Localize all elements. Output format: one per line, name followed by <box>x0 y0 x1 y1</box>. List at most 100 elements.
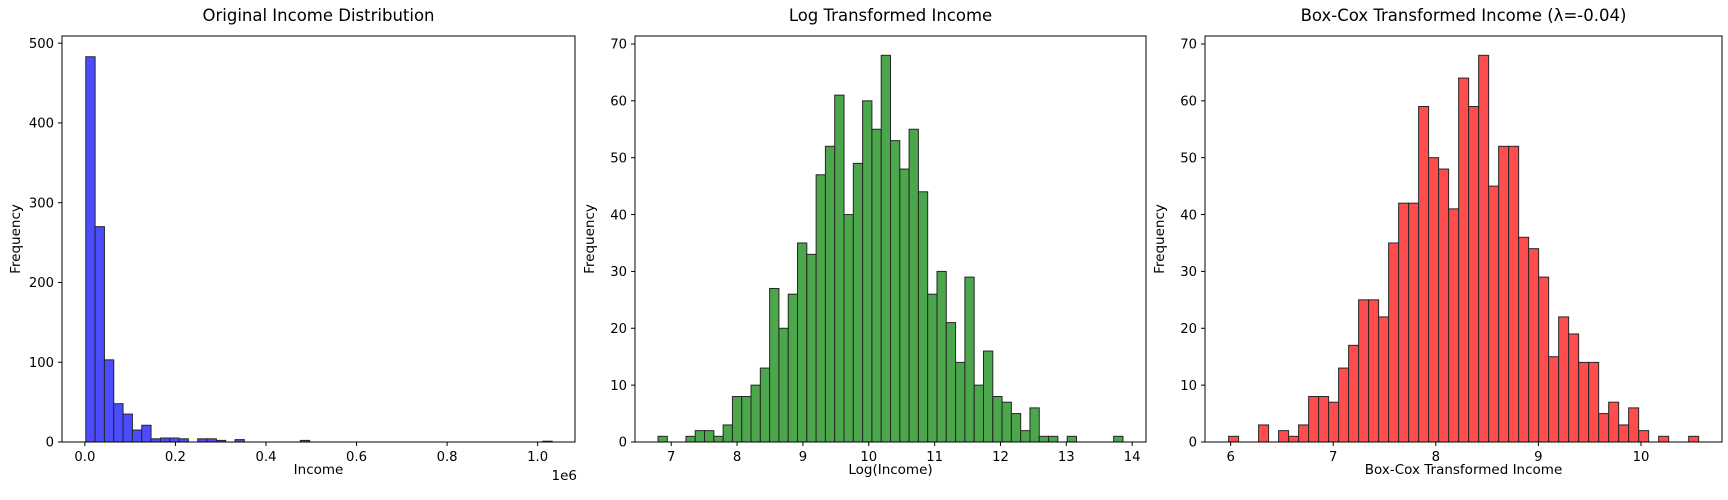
histogram-bar <box>1288 435 1300 443</box>
histogram-bar <box>103 359 115 443</box>
histogram-bar <box>685 435 696 443</box>
histogram-bar <box>722 424 733 443</box>
x-axis-offset-original: 1e6 <box>551 468 577 484</box>
histogram-bar <box>917 191 929 443</box>
y-tick-label: 10 <box>1180 379 1197 394</box>
histogram-bar <box>1308 396 1320 443</box>
histogram-bar <box>945 322 957 443</box>
y-tick-label: 70 <box>610 38 627 53</box>
axes-frame <box>634 35 1147 443</box>
axes-original: 0.0 0.2 0.4 0.6 0.8 1.0 0 100 200 300 400 500 <box>29 35 576 465</box>
histogram-bar <box>1438 168 1450 443</box>
x-tick-label: 7 <box>667 450 675 465</box>
histogram-bar <box>1298 424 1310 443</box>
histogram-bar <box>750 384 761 443</box>
y-tick-label: 70 <box>1180 38 1197 53</box>
x-tick-label: 11 <box>926 450 943 465</box>
histogram-bar <box>741 396 752 443</box>
histogram-bar <box>1478 54 1490 443</box>
histogram-bar <box>1578 361 1590 443</box>
y-tick-label: 30 <box>1180 265 1197 280</box>
histogram-bar <box>824 145 836 443</box>
histogram-bar <box>1688 435 1700 443</box>
histogram-bar <box>1358 299 1370 443</box>
x-tick-label: 10 <box>860 450 877 465</box>
histogram-bar <box>1548 356 1560 443</box>
y-tick-label: 20 <box>610 322 627 337</box>
histogram-bar <box>871 128 882 443</box>
x-tick-label: 0.4 <box>255 450 276 465</box>
y-tick-label: 20 <box>1180 322 1197 337</box>
histogram-bar <box>1020 430 1031 443</box>
histogram-bar <box>806 253 817 443</box>
histogram-bar <box>1608 401 1620 443</box>
y-tick-label: 40 <box>610 208 627 223</box>
y-tick-label: 0 <box>46 436 54 451</box>
y-tick-label: 100 <box>29 356 54 371</box>
x-tick-label: 0.2 <box>165 450 186 465</box>
histogram-bar <box>778 327 789 443</box>
histogram-bar <box>1348 344 1360 443</box>
histogram-bar <box>1528 248 1540 443</box>
histogram-bar <box>908 128 919 443</box>
chart-title-log: Log Transformed Income <box>788 6 993 25</box>
axes-boxcox: 6 7 8 9 10 0 10 20 30 40 50 60 70 <box>1180 35 1723 465</box>
y-tick-label: 10 <box>610 379 627 394</box>
histogram-bar <box>1258 424 1270 443</box>
y-axis-label-log: Frequency <box>582 204 598 274</box>
histogram-bar <box>1658 435 1670 443</box>
histogram-bar <box>1498 145 1510 443</box>
bars-boxcox <box>1228 54 1700 443</box>
histogram-bar <box>843 214 854 443</box>
x-tick-label: 7 <box>1329 450 1337 465</box>
histogram-bar <box>1628 407 1640 443</box>
histogram-bar <box>1428 157 1440 443</box>
y-tick-label: 60 <box>610 95 627 110</box>
x-tick-label: 8 <box>733 450 741 465</box>
histogram-bar <box>973 384 984 443</box>
histogram-bar <box>1318 396 1330 443</box>
y-tick-label: 400 <box>29 117 54 132</box>
histogram-bar <box>1508 145 1520 443</box>
histogram-bar <box>1558 316 1570 443</box>
y-tick-label: 500 <box>29 37 54 52</box>
x-axis-label-boxcox: Box-Cox Transformed Income <box>1364 462 1563 478</box>
histogram-bar <box>1448 208 1460 443</box>
histogram-bar <box>704 430 715 443</box>
histogram-bar <box>1518 236 1530 443</box>
histogram-bar <box>1408 202 1420 443</box>
histogram-bar <box>1468 106 1480 443</box>
histogram-bar <box>992 396 1003 443</box>
x-tick-label: 0.6 <box>346 450 367 465</box>
histogram-bar <box>880 54 892 443</box>
x-tick-label: 0.0 <box>74 450 95 465</box>
histogram-bar <box>94 226 105 443</box>
y-tick-label: 40 <box>1180 208 1197 223</box>
histogram-bar <box>1638 430 1650 443</box>
axes-frame <box>1204 35 1723 443</box>
histogram-bar <box>759 367 771 443</box>
x-tick-label: 6 <box>1226 450 1234 465</box>
histogram-bar <box>1010 413 1022 443</box>
chart-title-boxcox: Box-Cox Transformed Income (λ=-0.04) <box>1300 6 1627 25</box>
histogram-bar <box>1328 401 1340 443</box>
histogram-bar <box>834 94 845 443</box>
x-axis-label-log: Log(Income) <box>848 462 933 478</box>
histogram-bar <box>1378 316 1390 443</box>
histogram-bar <box>797 242 808 443</box>
x-tick-label: 13 <box>1058 450 1075 465</box>
histogram-bar <box>1001 401 1012 443</box>
histogram-bar <box>1398 202 1410 443</box>
histogram-bar <box>657 435 668 443</box>
histogram-bar <box>1278 430 1290 443</box>
histogram-bar <box>713 435 724 443</box>
x-tick-label: 10 <box>1633 450 1650 465</box>
histogram-bar <box>1113 435 1124 443</box>
y-tick-label: 200 <box>29 276 54 291</box>
histogram-bar <box>1588 361 1600 443</box>
histogram-bar <box>1568 333 1580 443</box>
axes-log: 7 8 9 10 11 12 13 14 0 10 20 30 40 50 60 70 <box>610 35 1147 465</box>
histogram-bar <box>169 437 180 443</box>
histogram-bar <box>694 430 706 443</box>
